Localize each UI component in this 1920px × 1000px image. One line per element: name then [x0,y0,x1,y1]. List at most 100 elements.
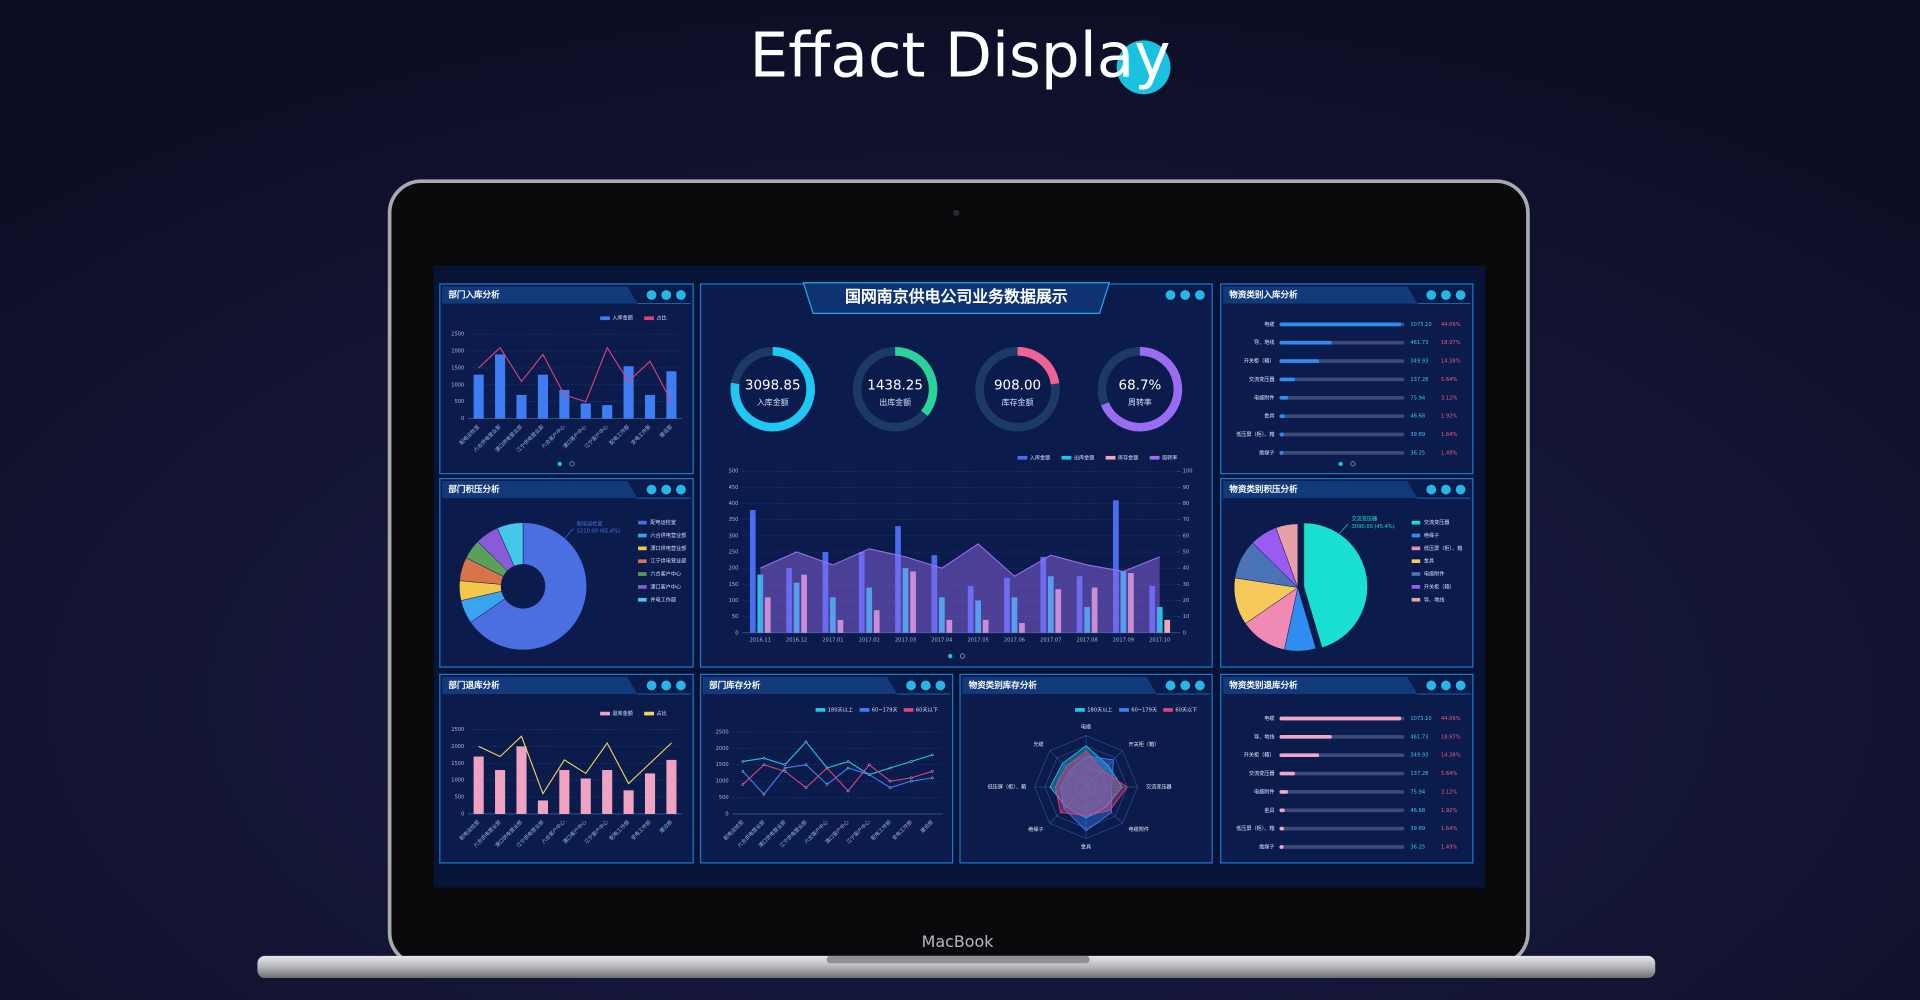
bar [982,619,989,633]
bar [1156,606,1163,633]
bar [1279,845,1284,849]
bar [1279,340,1332,345]
bar [666,759,677,814]
panel-header [962,676,1157,695]
bar [1164,619,1171,633]
legend-label: 180天以上 [828,705,853,713]
row-label: 金具 [1264,806,1274,814]
radar-label: 电缆 [1081,723,1091,731]
bar [1113,500,1119,633]
radar-label: 电缆附件 [1128,825,1149,833]
y-tick-label: 2000 [451,349,464,355]
bar [910,571,916,633]
bar [623,366,634,419]
bar [1279,753,1320,758]
radar-axis [1085,750,1123,788]
slice [497,522,524,567]
legend-swatch [1017,455,1028,460]
line [478,735,672,795]
dashboard-title-plate [802,282,1111,314]
y-tick-label: 500 [719,795,729,801]
legend-label: 入库金额 [612,314,633,322]
x-tick-label: 2017.07 [1040,638,1061,644]
gauge-value: 3098.85 [745,379,801,394]
annotation-value: 5210.00 (65.4%) [577,529,620,535]
value-label: 349.93 [1410,359,1428,365]
line [760,543,1160,577]
panel-header [442,286,638,304]
panel-icon [1165,290,1176,300]
y-tick-label: 200 [729,566,739,572]
bar [1279,771,1296,776]
bar [495,354,506,419]
y-tick-label: 1500 [451,365,464,371]
pager-dot [948,653,953,659]
panel-icon [661,680,672,691]
panel-header [442,676,638,695]
gauge-arc [730,347,815,432]
bar [786,568,792,633]
legend-label: 库存金额 [1118,453,1139,461]
legend-swatch [638,585,647,589]
legend-label: 占比 [656,709,666,717]
legend-swatch [638,559,647,564]
legend-label: 交流变压器 [1424,518,1450,526]
share-label: 1.49% [1441,845,1457,851]
annotation-label: 配电运检室 [577,519,603,527]
radar-label: 金具 [1081,843,1091,851]
row-label: 电缆 [1264,714,1274,722]
legend-swatch [1411,572,1421,576]
row-label: 绝缘子 [1259,843,1274,851]
share-label: 18.97% [1441,340,1461,346]
gauge-label: 库存金额 [1002,397,1034,407]
value-label: 461.73 [1410,734,1428,740]
y-tick-label: 2000 [451,744,464,750]
value-label: 137.28 [1410,771,1428,777]
page-title: Effact Display [750,21,1171,92]
panel-icon [646,484,657,495]
legend-label: 电缆附件 [1424,570,1445,578]
row-label: 交流变压器 [1249,769,1275,777]
share-label: 14.38% [1441,359,1461,365]
bar [866,587,873,633]
radar-label: 交流变压器 [1146,783,1172,791]
y2-tick-label: 0 [1183,630,1186,636]
panel-icon [676,290,686,300]
slice [1275,523,1299,588]
gauge-label: 入库金额 [757,397,789,407]
annotation-value: 3090.00 (45.4%) [1352,524,1395,530]
share-label: 44.09% [1441,322,1461,328]
x-tick-label: 2016.11 [750,638,771,644]
y2-tick-label: 20 [1183,598,1190,604]
bar [1279,790,1289,794]
legend-label: 低压屏（柜）、箱 [1424,544,1462,552]
bar [1279,808,1285,813]
panel-icon [1441,680,1451,691]
bar [1047,576,1054,633]
y2-tick-label: 100 [1183,469,1193,475]
laptop-base [257,955,1656,978]
bar [1076,576,1083,633]
value-label: 36.25 [1410,450,1425,456]
legend-label: 180天以上 [1087,705,1112,713]
x-tick-label: 2017.10 [1149,638,1170,644]
x-tick-label: 2017.01 [822,638,843,644]
legend-swatch [600,316,610,321]
radar-label: 低压屏（柜）、箱 [988,783,1026,791]
gauge-arc [1100,347,1183,432]
legend-swatch [1075,708,1085,712]
legend-swatch [1149,455,1160,460]
bar-track [1279,377,1405,382]
legend-swatch [1163,708,1173,712]
bar [837,619,844,633]
legend-label: 并电工作部 [650,595,676,603]
bar [580,778,591,814]
legend-swatch [903,708,914,712]
gauge-value: 68.7% [1119,379,1162,394]
bar [1279,395,1289,400]
y-tick-label: 1500 [451,761,464,767]
panel-icon [1426,680,1437,691]
legend-swatch [638,520,647,525]
legend-swatch [1411,597,1421,602]
panel-icon [1195,290,1205,300]
